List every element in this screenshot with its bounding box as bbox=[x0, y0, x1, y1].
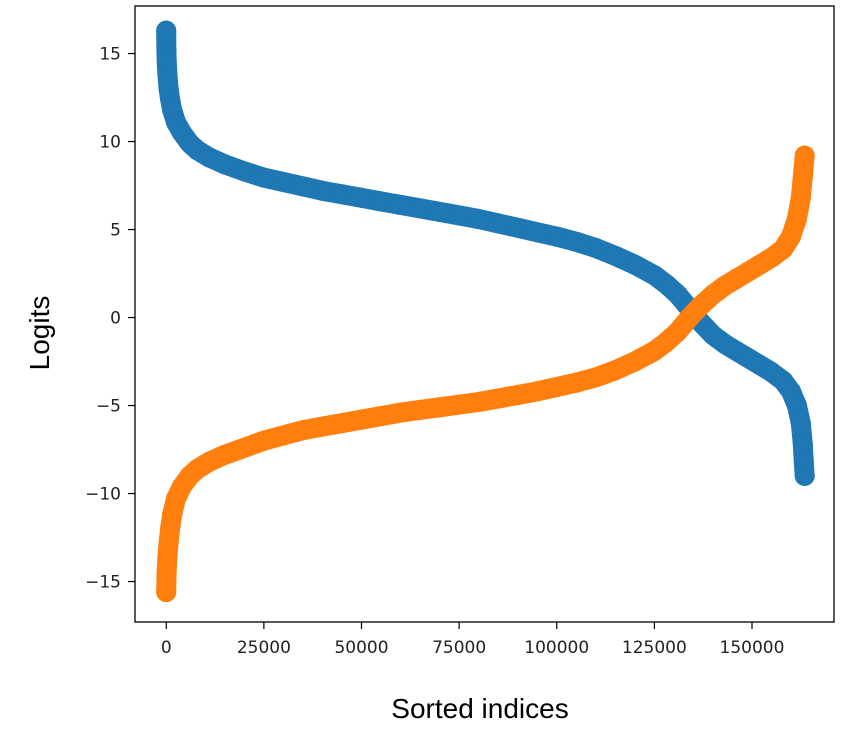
y-tick-label: 10 bbox=[99, 133, 121, 153]
series-1-point-26 bbox=[507, 385, 528, 405]
x-tick-label: 150000 bbox=[720, 638, 785, 658]
series-0-point-12 bbox=[214, 154, 235, 175]
series-1-point-12 bbox=[234, 437, 255, 458]
series-0-point-24 bbox=[449, 205, 470, 226]
series-1-point-5 bbox=[162, 504, 183, 525]
series-1-point-46 bbox=[786, 209, 807, 229]
series-0-point-33 bbox=[624, 254, 645, 275]
series-0-point-1 bbox=[156, 40, 177, 60]
series-0-point-27 bbox=[507, 217, 528, 238]
x-tick-label: 50000 bbox=[334, 638, 388, 658]
series-1-point-31 bbox=[605, 360, 626, 381]
series-1-point-47 bbox=[790, 187, 811, 208]
series-1-point-0 bbox=[156, 582, 177, 603]
series-0-point-16 bbox=[292, 176, 313, 197]
series-1 bbox=[156, 145, 815, 603]
series-0-point-19 bbox=[351, 187, 372, 208]
series-1-point-22 bbox=[429, 397, 450, 418]
x-tick-label: 25000 bbox=[237, 638, 291, 658]
series-0-point-20 bbox=[371, 191, 391, 212]
series-0-point-11 bbox=[199, 147, 220, 168]
series-1-point-35 bbox=[667, 321, 688, 342]
series-1-point-49 bbox=[794, 145, 815, 166]
series-0-point-48 bbox=[790, 413, 811, 434]
y-tick-label: 15 bbox=[99, 45, 121, 65]
series-layer bbox=[156, 20, 815, 603]
series-1-point-30 bbox=[585, 367, 606, 388]
series-0-point-17 bbox=[312, 180, 333, 201]
series-0-point-18 bbox=[332, 184, 352, 205]
y-tick-label: 5 bbox=[110, 221, 121, 241]
series-0-point-28 bbox=[527, 222, 548, 243]
series-1-point-45 bbox=[781, 226, 801, 247]
series-1-point-11 bbox=[214, 444, 235, 465]
series-0-point-32 bbox=[605, 245, 626, 266]
x-tick-label: 125000 bbox=[622, 638, 687, 658]
series-0-point-47 bbox=[786, 395, 807, 416]
series-0-point-49 bbox=[792, 434, 813, 455]
series-1-point-28 bbox=[546, 377, 567, 397]
series-0-point-23 bbox=[429, 201, 450, 222]
series-0-point-36 bbox=[667, 284, 688, 305]
x-axis: 0 25000 50000 75000 100000 125000 150000 bbox=[161, 622, 785, 658]
series-0 bbox=[156, 20, 815, 486]
y-axis: −15 −10 −5 0 5 10 15 bbox=[85, 45, 135, 593]
series-0-point-51 bbox=[794, 465, 815, 486]
y-axis-label: Logits bbox=[24, 296, 55, 371]
x-axis-label: Sorted indices bbox=[391, 693, 568, 724]
series-1-point-24 bbox=[468, 392, 489, 412]
series-1-point-20 bbox=[390, 402, 411, 423]
series-1-point-15 bbox=[292, 420, 313, 441]
series-1-point-21 bbox=[410, 399, 431, 420]
series-1-point-16 bbox=[312, 416, 333, 437]
series-0-point-15 bbox=[273, 172, 294, 192]
series-1-point-14 bbox=[273, 425, 294, 446]
series-0-point-31 bbox=[585, 238, 606, 258]
series-1-point-18 bbox=[351, 409, 372, 430]
series-1-point-13 bbox=[253, 430, 274, 451]
series-0-point-21 bbox=[390, 194, 411, 215]
y-tick-label: 0 bbox=[110, 309, 121, 329]
x-tick-label: 100000 bbox=[524, 638, 589, 658]
series-1-point-1 bbox=[156, 562, 177, 583]
series-0-point-30 bbox=[566, 231, 587, 252]
series-1-point-23 bbox=[449, 394, 470, 415]
series-1-point-19 bbox=[371, 406, 391, 427]
plot-frame bbox=[134, 5, 835, 623]
y-tick-label: −15 bbox=[85, 573, 121, 593]
series-1-point-17 bbox=[332, 413, 352, 434]
series-0-point-29 bbox=[546, 226, 567, 247]
x-tick-label: 75000 bbox=[432, 638, 486, 658]
series-1-point-25 bbox=[488, 388, 509, 409]
series-1-point-27 bbox=[527, 381, 548, 402]
series-1-point-10 bbox=[199, 451, 220, 472]
series-0-point-25 bbox=[468, 209, 489, 229]
series-0-point-14 bbox=[253, 167, 274, 188]
series-0-point-13 bbox=[234, 161, 255, 182]
series-0-point-0 bbox=[156, 20, 177, 41]
y-tick-label: −5 bbox=[96, 397, 121, 417]
y-tick-label: −10 bbox=[85, 485, 121, 505]
x-tick-label: 0 bbox=[161, 638, 172, 658]
series-1-point-29 bbox=[566, 372, 587, 393]
series-1-point-48 bbox=[792, 166, 813, 187]
series-0-point-26 bbox=[488, 213, 509, 234]
series-0-point-22 bbox=[410, 198, 431, 219]
series-1-point-32 bbox=[624, 351, 645, 372]
